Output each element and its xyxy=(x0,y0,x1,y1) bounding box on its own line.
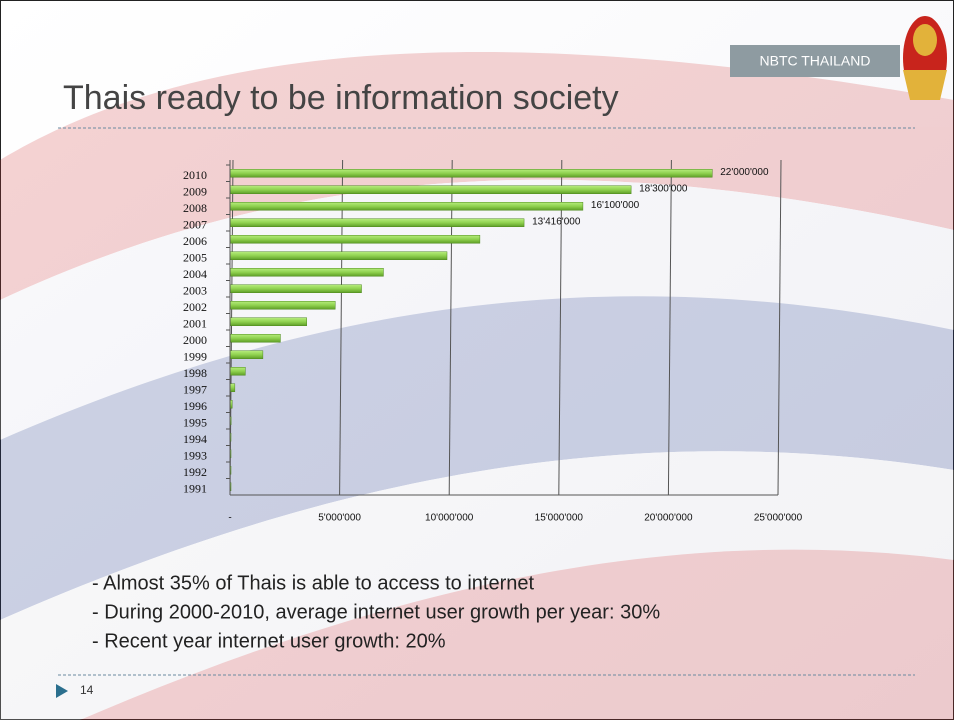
value-label: 18'300'000 xyxy=(639,183,688,194)
chart: - 5'000'000 10'000'000 15'000'000 20'000'000… xyxy=(183,159,803,524)
emblem xyxy=(903,16,947,100)
bar xyxy=(229,185,632,194)
y-tick-label: 2000 xyxy=(183,333,207,347)
bar xyxy=(229,169,713,178)
y-tick-label: 1992 xyxy=(183,465,207,479)
grid-line xyxy=(339,159,344,496)
y-tick-label: 2001 xyxy=(183,317,207,331)
y-tick-label: 2009 xyxy=(183,185,207,199)
y-tick-label: 1995 xyxy=(183,416,207,430)
value-label: 13'416'000 xyxy=(532,216,581,227)
y-tick-label: 2006 xyxy=(183,234,207,248)
bullet: - Recent year internet user growth: 20% xyxy=(92,630,446,652)
y-tick-label: 1991 xyxy=(183,482,207,496)
bar xyxy=(229,251,448,260)
bar xyxy=(229,317,307,326)
bar xyxy=(229,301,336,310)
y-tick-label: 1994 xyxy=(183,432,207,446)
y-tick-label: 1996 xyxy=(183,399,207,413)
x-tick-label: 25'000'000 xyxy=(754,513,803,524)
grid-line xyxy=(667,159,672,496)
x-tick-label: - xyxy=(228,513,231,524)
page-number: 14 xyxy=(80,683,94,697)
y-tick-label: 2008 xyxy=(183,201,207,215)
bullets: - Almost 35% of Thais is able to access … xyxy=(92,572,660,652)
bar xyxy=(229,218,525,227)
slide-title: Thais ready to be information society xyxy=(63,79,619,117)
y-tick-label: 2010 xyxy=(183,168,207,182)
bullet: - Almost 35% of Thais is able to access … xyxy=(92,572,535,594)
badge-bg xyxy=(730,45,900,77)
bar xyxy=(229,367,246,376)
y-tick-label: 1998 xyxy=(183,366,207,380)
badge: NBTC THAILAND xyxy=(760,53,871,69)
x-tick-label: 5'000'000 xyxy=(318,513,361,524)
bar xyxy=(229,334,281,343)
bar xyxy=(229,284,362,293)
grid-line xyxy=(448,159,453,496)
x-tick-label: 15'000'000 xyxy=(535,513,584,524)
bar xyxy=(229,350,264,359)
y-tick-label: 1997 xyxy=(183,383,207,397)
y-tick-label: 2002 xyxy=(183,300,207,314)
bar xyxy=(229,268,384,277)
value-label: 16'100'000 xyxy=(591,200,640,211)
y-tick-label: 2003 xyxy=(183,284,207,298)
y-tick-label: 1999 xyxy=(183,350,207,364)
x-tick-label: 10'000'000 xyxy=(425,513,474,524)
bar xyxy=(229,235,481,244)
y-tick-label: 2004 xyxy=(183,267,207,281)
x-tick-label: 20'000'000 xyxy=(644,513,693,524)
y-tick-label: 2007 xyxy=(183,218,207,232)
footer-arrow xyxy=(56,684,68,698)
y-tick-label: 2005 xyxy=(183,251,207,265)
bar xyxy=(229,383,236,392)
grid-line xyxy=(558,159,563,496)
bullet: - During 2000-2010, average internet use… xyxy=(92,601,660,623)
grid-line xyxy=(777,159,782,496)
y-tick-label: 1993 xyxy=(183,449,207,463)
bar xyxy=(229,202,584,211)
value-label: 22'000'000 xyxy=(720,167,769,178)
